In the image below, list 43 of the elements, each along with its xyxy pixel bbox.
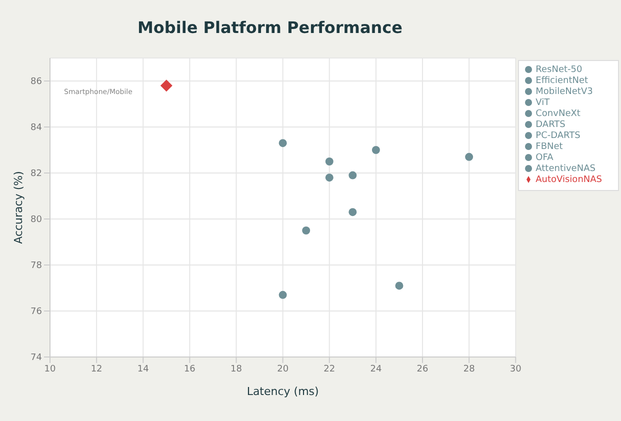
- y-tick-label: 80: [30, 215, 42, 226]
- legend-label: DARTS: [536, 120, 566, 130]
- legend-label: OFA: [536, 153, 554, 163]
- chart-title: Mobile Platform Performance: [136, 18, 404, 37]
- x-tick-label: 24: [370, 364, 382, 374]
- y-tick-label: 86: [30, 77, 42, 88]
- point: [278, 290, 287, 299]
- legend-label: AutoVisionNAS: [536, 175, 602, 185]
- x-tick-label: 28: [463, 364, 476, 374]
- x-tick-label: 22: [324, 364, 336, 374]
- legend-label: ConvNeXt: [536, 109, 580, 119]
- legend-label: ViT: [536, 98, 550, 108]
- legend-label: AttentiveNAS: [536, 164, 596, 174]
- point: [372, 146, 380, 154]
- y-tick-label: 74: [30, 353, 42, 364]
- point: [395, 282, 404, 290]
- point: [348, 208, 357, 216]
- x-tick-label: 30: [510, 364, 522, 374]
- legend-label: PC-DARTS: [536, 131, 580, 141]
- legend-label: ResNet-50: [536, 65, 582, 75]
- x-tick-label: 26: [416, 364, 429, 374]
- point: [325, 174, 334, 182]
- point: [465, 152, 474, 161]
- legend-label: EfficientNet: [536, 76, 588, 86]
- point: [348, 171, 357, 180]
- point: [302, 226, 310, 234]
- x-tick-label: 14: [137, 364, 150, 374]
- legend-label: MobileNetV3: [536, 87, 593, 97]
- x-tick-label: 16: [184, 364, 196, 374]
- x-tick-label: 20: [277, 364, 289, 374]
- y-tick-label: 78: [30, 261, 42, 272]
- x-tick-label: 12: [90, 364, 102, 374]
- point: [278, 139, 287, 148]
- legend-label: FBNet: [536, 142, 563, 152]
- x-tick-label: 10: [44, 364, 56, 374]
- point: [160, 80, 172, 92]
- y-tick-label: 76: [30, 307, 42, 318]
- y-axis-title: Accuracy (%): [12, 171, 25, 244]
- y-tick-label: 82: [30, 169, 42, 180]
- x-tick-label: 18: [230, 364, 242, 374]
- y-tick-label: 84: [30, 123, 42, 134]
- x-axis-title: Latency (ms): [246, 385, 319, 398]
- point: [325, 158, 334, 166]
